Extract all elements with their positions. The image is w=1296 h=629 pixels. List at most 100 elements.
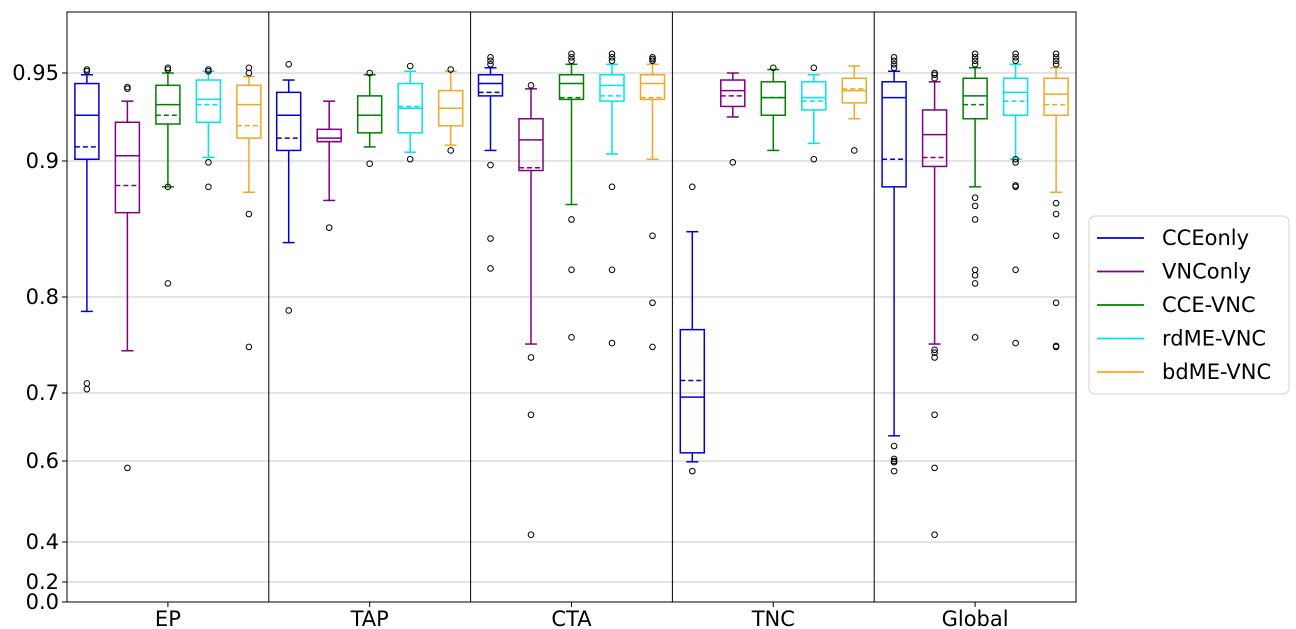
outlier-point	[608, 50, 616, 58]
series-cceonly	[74, 54, 907, 475]
iqr-box	[477, 74, 504, 97]
outlier-point	[164, 64, 172, 72]
iqr-box	[639, 74, 666, 101]
box-element	[841, 65, 868, 154]
outlier-point	[931, 71, 938, 79]
outlier-point	[325, 224, 333, 231]
outlier-point	[487, 57, 494, 65]
outlier-point	[527, 82, 535, 89]
outlier-point	[890, 60, 898, 68]
outlier-point	[931, 464, 938, 472]
box-element	[1043, 50, 1069, 351]
box-element	[356, 69, 383, 168]
outlier-point	[1052, 232, 1060, 240]
box-element	[1002, 50, 1029, 347]
iqr-box	[720, 79, 746, 108]
iqr-box	[316, 128, 342, 143]
outlier-point	[568, 57, 575, 65]
outlier-point	[649, 343, 656, 351]
outlier-point	[205, 66, 212, 73]
outlier-point	[608, 266, 616, 274]
outlier-point	[649, 232, 656, 240]
outlier-point	[1052, 50, 1060, 58]
outlier-point	[527, 531, 535, 539]
iqr-box	[921, 109, 948, 168]
outlier-point	[205, 159, 212, 166]
legend-item: CCE-VNC	[1097, 293, 1256, 317]
x-tick-label: TAP	[350, 607, 389, 629]
legend: CCEonly VNConly CCE-VNC rdME-VNC bdME-VNC	[1088, 215, 1290, 395]
iqr-box	[881, 81, 907, 188]
box-element	[236, 64, 262, 351]
outlier-point	[971, 57, 979, 65]
series-vnconly	[114, 69, 948, 539]
outlier-point	[1012, 159, 1019, 166]
outlier-point	[931, 346, 938, 354]
outlier-point	[649, 299, 656, 307]
outlier-point	[1052, 199, 1060, 207]
outlier-point	[205, 183, 212, 191]
outlier-point	[83, 385, 91, 393]
outlier-point	[931, 354, 938, 361]
legend-label: bdME-VNC	[1162, 360, 1271, 384]
y-tick-label: 0.2	[26, 570, 59, 594]
outlier-point	[890, 57, 898, 65]
outlier-point	[568, 266, 575, 274]
box-element	[275, 60, 302, 314]
outlier-point	[971, 194, 979, 202]
outlier-point	[124, 464, 131, 472]
iqr-box	[679, 328, 706, 454]
grid-lines	[67, 72, 1076, 603]
outlier-point	[245, 64, 253, 72]
box-element	[921, 69, 948, 539]
outlier-point	[810, 155, 818, 163]
iqr-box	[962, 77, 988, 120]
series-bdme-vnc	[236, 50, 1069, 351]
outlier-point	[890, 457, 898, 465]
box-element	[881, 54, 907, 475]
iqr-box	[558, 74, 585, 101]
outlier-point	[164, 280, 172, 287]
box-element	[962, 50, 988, 341]
iqr-box	[599, 74, 625, 102]
y-tick-label: 0.95	[12, 61, 59, 85]
box-element	[801, 64, 827, 163]
outlier-point	[971, 216, 979, 223]
box-element	[195, 66, 222, 191]
outlier-point	[931, 349, 938, 356]
outlier-point	[971, 54, 979, 61]
legend-label: rdME-VNC	[1162, 327, 1266, 351]
iqr-box	[356, 95, 383, 134]
iqr-box	[518, 118, 544, 172]
outlier-point	[931, 531, 938, 539]
box-element	[155, 64, 181, 287]
y-tick-label: 0.7	[26, 381, 59, 405]
x-axis-ticks: EP TAP CTA TNC Global	[155, 602, 1009, 629]
x-tick-label: EP	[155, 607, 181, 629]
outlier-point	[1012, 155, 1019, 163]
outlier-point	[890, 54, 898, 61]
outlier-point	[971, 334, 979, 341]
outlier-point	[568, 216, 575, 223]
legend-frame	[1088, 215, 1290, 395]
outlier-point	[527, 354, 535, 361]
outlier-point	[83, 380, 91, 387]
category-dividers	[268, 12, 875, 602]
outlier-point	[124, 85, 131, 93]
outlier-point	[971, 60, 979, 68]
box-element	[760, 64, 787, 152]
outlier-point	[890, 64, 898, 72]
box-element	[720, 72, 746, 166]
outlier-point	[1052, 210, 1060, 218]
outlier-point	[890, 455, 898, 463]
outlier-point	[890, 442, 898, 450]
legend-label: CCEonly	[1162, 226, 1249, 250]
outlier-point	[487, 265, 494, 272]
iqr-box	[275, 91, 302, 152]
outlier-point	[689, 183, 696, 191]
y-axis-ticks: 0.00.2 0.4 0.6 0.7 0.8 0.9 0.95	[12, 61, 67, 614]
y-tick-label: 0.0	[26, 590, 59, 614]
outlier-point	[971, 280, 979, 287]
legend-item: rdME-VNC	[1097, 327, 1266, 351]
